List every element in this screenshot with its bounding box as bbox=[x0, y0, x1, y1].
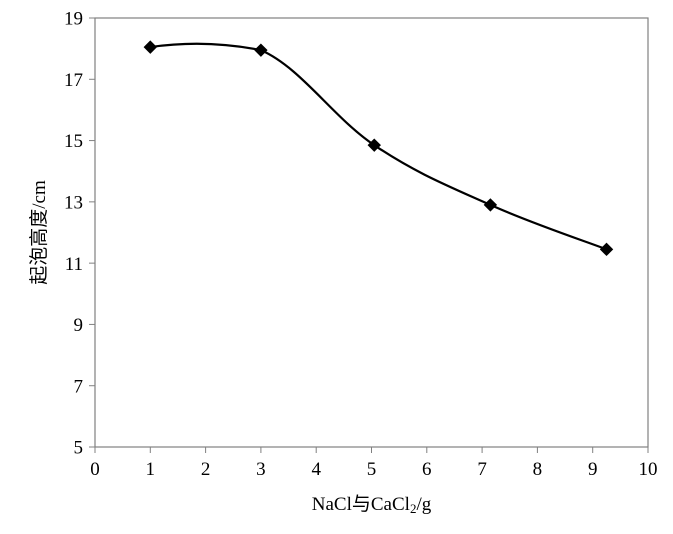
x-tick-label: 5 bbox=[367, 459, 377, 480]
y-tick-label: 11 bbox=[65, 254, 83, 275]
y-tick-label: 17 bbox=[64, 70, 83, 91]
x-tick-label: 2 bbox=[201, 459, 211, 480]
x-tick-label: 6 bbox=[422, 459, 432, 480]
x-tick-label: 0 bbox=[90, 459, 100, 480]
y-axis-label: 起泡高度/cm bbox=[28, 180, 50, 285]
x-tick-label: 8 bbox=[533, 459, 543, 480]
y-tick-label: 5 bbox=[74, 438, 84, 459]
x-axis-label: NaCl与CaCl2/g bbox=[312, 493, 432, 516]
x-tick-label: 10 bbox=[639, 459, 658, 480]
y-tick-label: 19 bbox=[64, 9, 83, 30]
y-tick-label: 13 bbox=[64, 193, 83, 214]
x-tick-label: 9 bbox=[588, 459, 598, 480]
chart-container: 0 1 2 3 4 5 6 7 8 9 10 5 7 9 11 13 15 17 19 NaCl与CaCl2/g 起泡高… bbox=[0, 0, 673, 534]
y-tick-label: 9 bbox=[74, 315, 84, 336]
x-tick-label: 3 bbox=[256, 459, 266, 480]
plot-border bbox=[95, 18, 648, 447]
chart-svg: 0 1 2 3 4 5 6 7 8 9 10 5 7 9 11 13 15 17 19 NaCl与CaCl2/g 起泡高… bbox=[0, 0, 673, 534]
x-tick-label: 1 bbox=[146, 459, 156, 480]
y-tick-label: 7 bbox=[74, 376, 84, 397]
y-tick-label: 15 bbox=[64, 131, 83, 152]
x-tick-label: 7 bbox=[477, 459, 487, 480]
x-tick-label: 4 bbox=[311, 459, 321, 480]
